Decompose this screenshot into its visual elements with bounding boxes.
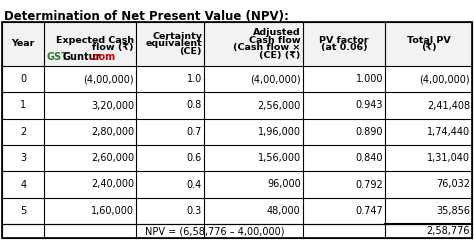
- Text: (at 0.06): (at 0.06): [320, 43, 367, 52]
- Text: 0.7: 0.7: [187, 127, 202, 137]
- Text: 0.890: 0.890: [356, 127, 383, 137]
- Text: 1.000: 1.000: [356, 74, 383, 84]
- Text: 4: 4: [20, 180, 26, 189]
- Text: NPV = (6,58,776 – 4,00,000): NPV = (6,58,776 – 4,00,000): [145, 226, 284, 236]
- Text: 0.840: 0.840: [356, 153, 383, 163]
- Text: (CE) (₹): (CE) (₹): [259, 51, 301, 60]
- Text: 2,58,776: 2,58,776: [427, 226, 470, 236]
- Text: 0.747: 0.747: [356, 206, 383, 216]
- Bar: [2, 22, 472, 66]
- Text: 0.3: 0.3: [187, 206, 202, 216]
- Text: 35,856: 35,856: [436, 206, 470, 216]
- Text: Certainty: Certainty: [152, 32, 202, 41]
- Text: 1,31,040: 1,31,040: [427, 153, 470, 163]
- Text: (CE): (CE): [180, 47, 202, 56]
- Text: flow (₹): flow (₹): [92, 43, 134, 52]
- Text: 0: 0: [20, 74, 26, 84]
- Text: 0.6: 0.6: [187, 153, 202, 163]
- Text: 1,74,440: 1,74,440: [427, 127, 470, 137]
- Text: 1,56,000: 1,56,000: [258, 153, 301, 163]
- Text: 1: 1: [20, 100, 26, 111]
- Text: 0.943: 0.943: [356, 100, 383, 111]
- Text: 0.8: 0.8: [187, 100, 202, 111]
- Text: Year: Year: [11, 39, 35, 48]
- Text: Guntur: Guntur: [62, 52, 101, 62]
- Text: 1,60,000: 1,60,000: [91, 206, 134, 216]
- Text: (Cash flow ×: (Cash flow ×: [233, 43, 301, 52]
- Text: 48,000: 48,000: [267, 206, 301, 216]
- Text: (4,00,000): (4,00,000): [419, 74, 470, 84]
- Text: 1.0: 1.0: [187, 74, 202, 84]
- Text: equivalent: equivalent: [146, 39, 202, 48]
- Text: 2,80,000: 2,80,000: [91, 127, 134, 137]
- Text: 1,96,000: 1,96,000: [258, 127, 301, 137]
- Text: 2,40,000: 2,40,000: [91, 180, 134, 189]
- Text: Expected Cash: Expected Cash: [56, 36, 134, 45]
- Text: Total PV: Total PV: [407, 36, 450, 45]
- Text: (4,00,000): (4,00,000): [250, 74, 301, 84]
- Text: 2,41,408: 2,41,408: [427, 100, 470, 111]
- Text: 5: 5: [20, 206, 26, 216]
- Text: Adjusted: Adjusted: [253, 28, 301, 37]
- Bar: [2, 22, 472, 238]
- Text: 0.792: 0.792: [356, 180, 383, 189]
- Text: 76,032: 76,032: [436, 180, 470, 189]
- Text: 2,60,000: 2,60,000: [91, 153, 134, 163]
- Text: PV factor: PV factor: [319, 36, 369, 45]
- Text: 2,56,000: 2,56,000: [257, 100, 301, 111]
- Text: Determination of Net Present Value (NPV):: Determination of Net Present Value (NPV)…: [4, 10, 289, 23]
- Text: 2: 2: [20, 127, 26, 137]
- Text: 3,20,000: 3,20,000: [91, 100, 134, 111]
- Text: Cash flow: Cash flow: [249, 36, 301, 45]
- Text: (₹): (₹): [421, 43, 437, 52]
- Text: .com: .com: [89, 52, 116, 62]
- Text: 0.4: 0.4: [187, 180, 202, 189]
- Text: 96,000: 96,000: [267, 180, 301, 189]
- Text: (4,00,000): (4,00,000): [83, 74, 134, 84]
- Text: GST: GST: [46, 52, 68, 62]
- Text: 3: 3: [20, 153, 26, 163]
